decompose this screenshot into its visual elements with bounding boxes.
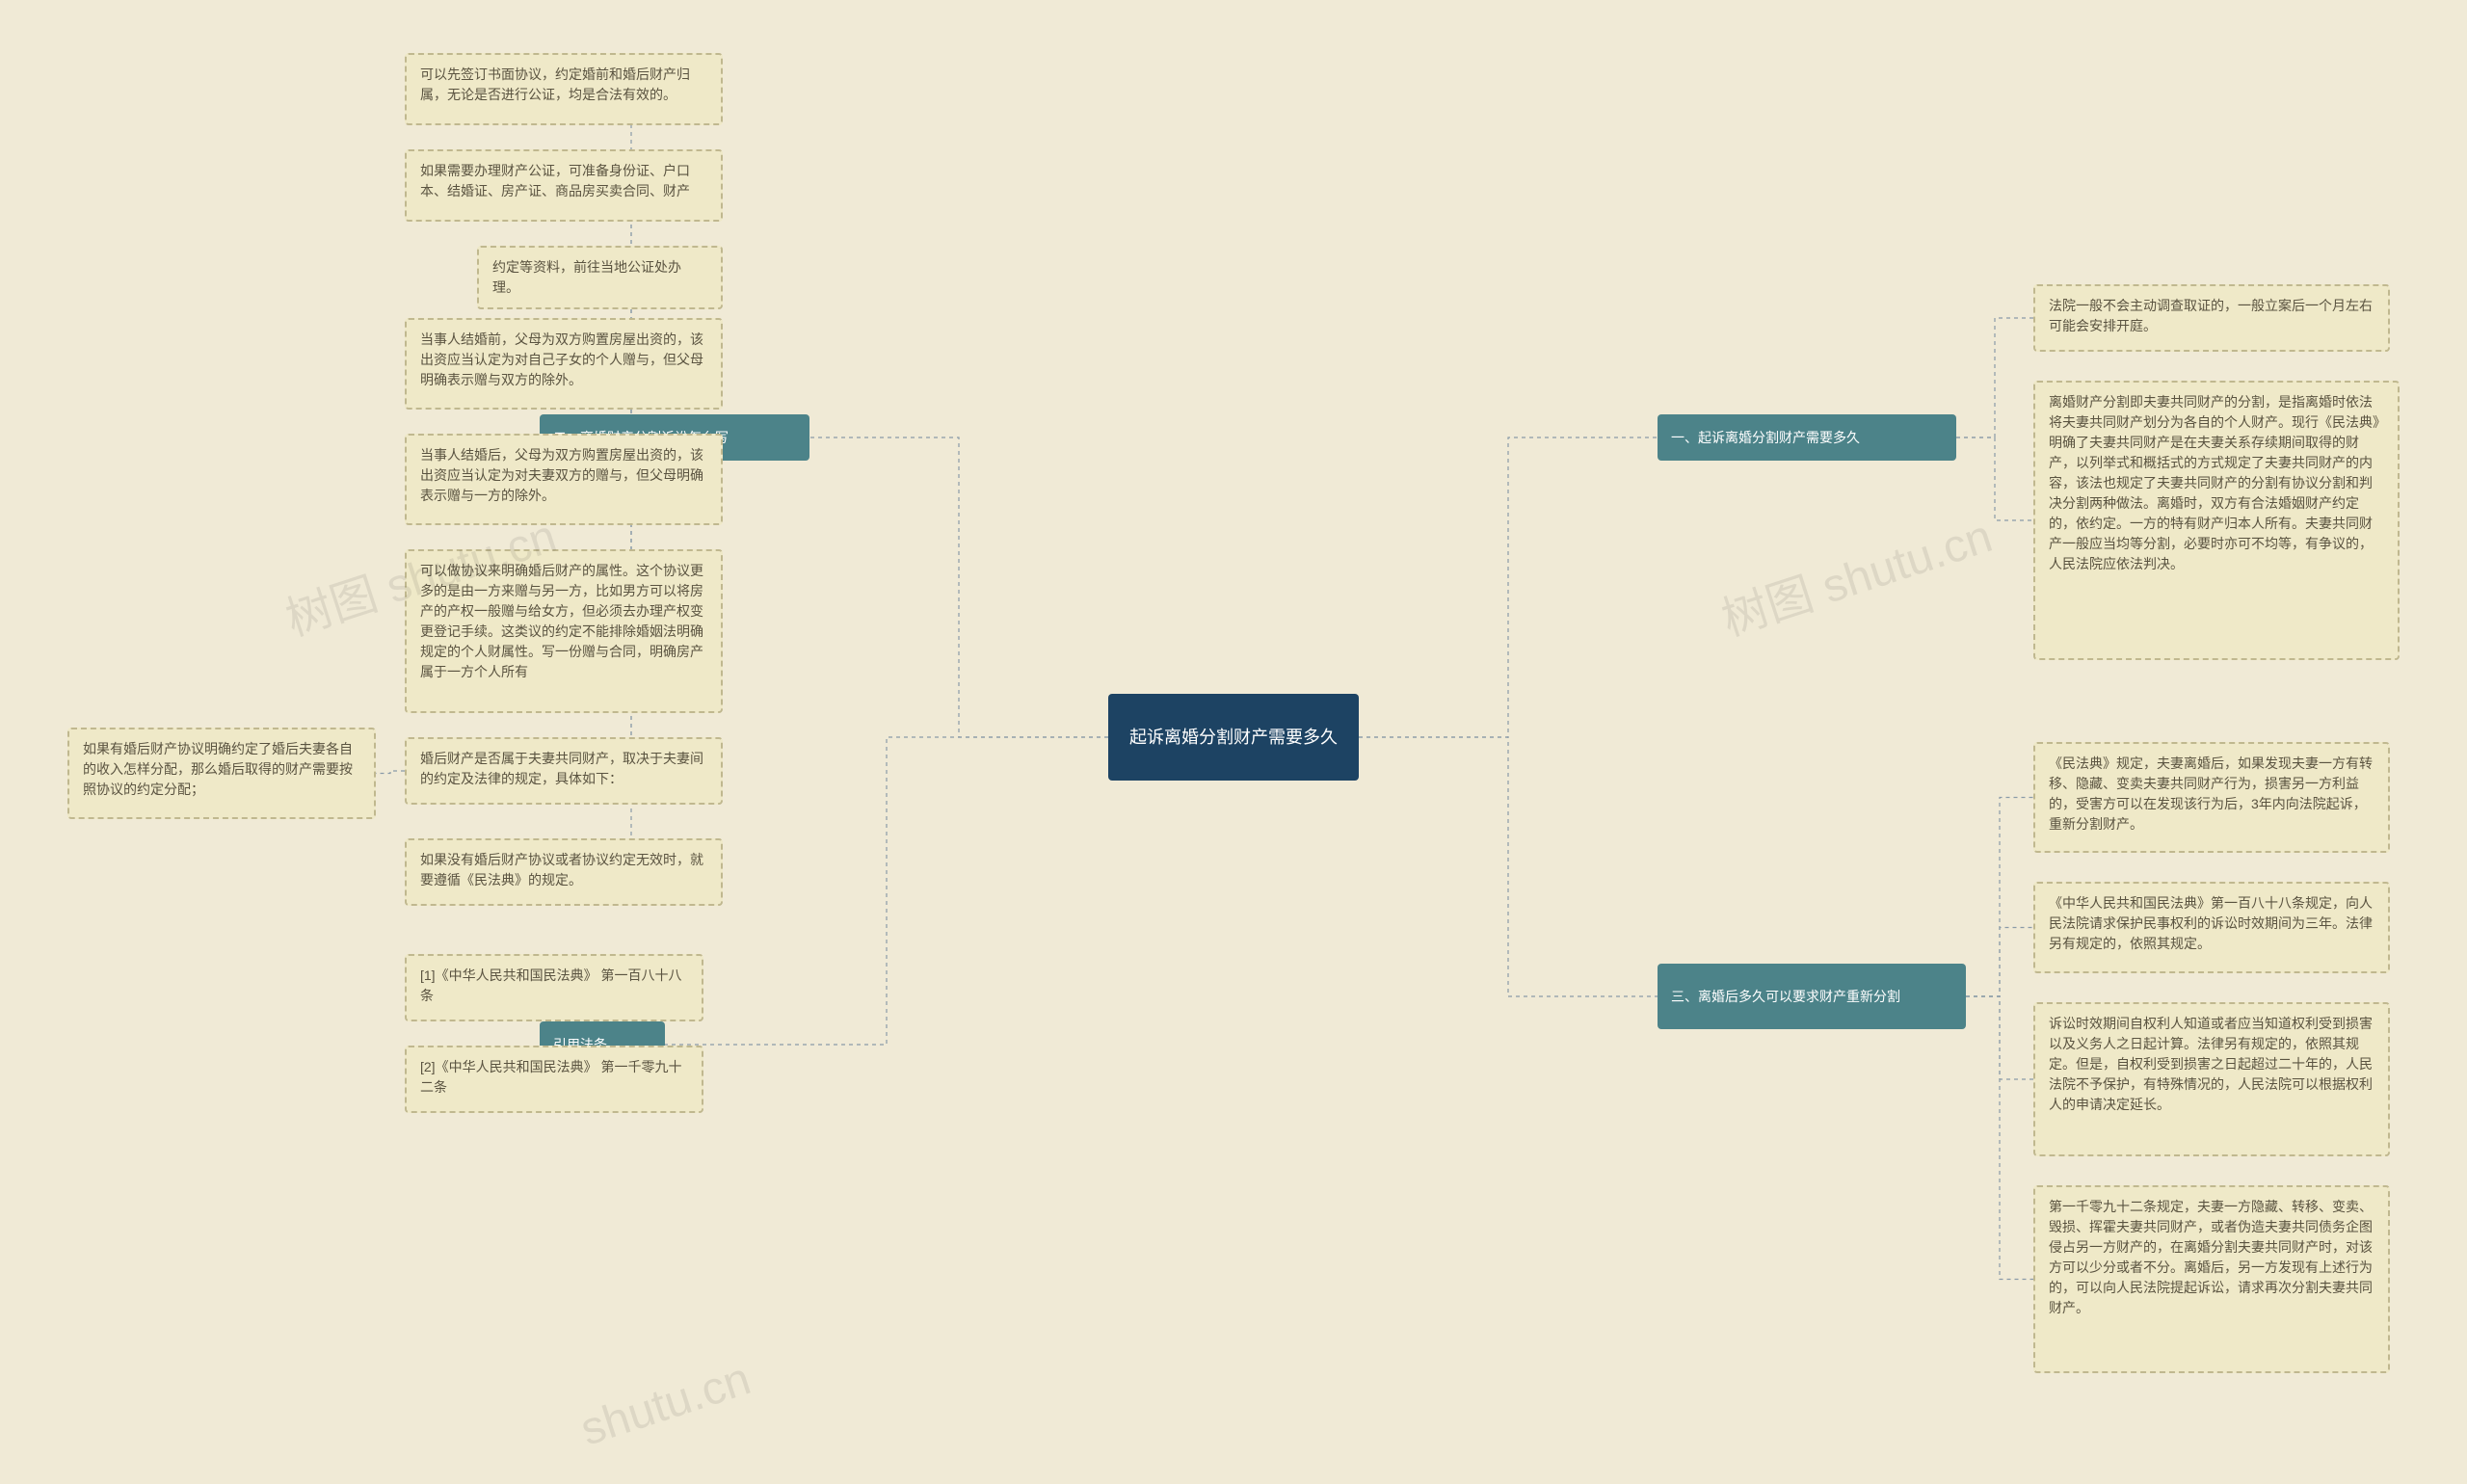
mindmap-canvas: 起诉离婚分割财产需要多久 一、起诉离婚分割财产需要多久三、离婚后多久可以要求财产重… bbox=[0, 0, 2467, 1484]
leaf-b3l2: 《中华人民共和国民法典》第一百八十八条规定，向人民法院请求保护民事权利的诉讼时效… bbox=[2033, 882, 2390, 973]
leaf-b1l1: 法院一般不会主动调查取证的，一般立案后一个月左右可能会安排开庭。 bbox=[2033, 284, 2390, 352]
leaf-b3l4: 第一千零九十二条规定，夫妻一方隐藏、转移、变卖、毁损、挥霍夫妻共同财产，或者伪造… bbox=[2033, 1185, 2390, 1373]
watermark: shutu.cn bbox=[574, 1352, 757, 1456]
leaf-b2l1: 可以先签订书面协议，约定婚前和婚后财产归属，无论是否进行公证，均是合法有效的。 bbox=[405, 53, 723, 125]
root-node: 起诉离婚分割财产需要多久 bbox=[1108, 694, 1359, 781]
branch-b3: 三、离婚后多久可以要求财产重新分割 bbox=[1658, 964, 1966, 1029]
leaf-b2l4: 当事人结婚前，父母为双方购置房屋出资的，该出资应当认定为对自己子女的个人赠与，但… bbox=[405, 318, 723, 410]
branch-b1: 一、起诉离婚分割财产需要多久 bbox=[1658, 414, 1956, 461]
leaf-b2l5: 当事人结婚后，父母为双方购置房屋出资的，该出资应当认定为对夫妻双方的赠与，但父母… bbox=[405, 434, 723, 525]
leaf-b1l2: 离婚财产分割即夫妻共同财产的分割，是指离婚时依法将夫妻共同财产划分为各自的个人财… bbox=[2033, 381, 2400, 660]
leaf-b2l7a: 如果有婚后财产协议明确约定了婚后夫妻各自的收入怎样分配，那么婚后取得的财产需要按… bbox=[67, 728, 376, 819]
leaf-b4l1: [1]《中华人民共和国民法典》 第一百八十八条 bbox=[405, 954, 703, 1021]
watermark: 树图 shutu.cn bbox=[1711, 498, 1999, 649]
leaf-b2l6: 可以做协议来明确婚后财产的属性。这个协议更多的是由一方来赠与另一方，比如男方可以… bbox=[405, 549, 723, 713]
leaf-b2l2: 如果需要办理财产公证，可准备身份证、户口本、结婚证、房产证、商品房买卖合同、财产 bbox=[405, 149, 723, 222]
leaf-b4l2: [2]《中华人民共和国民法典》 第一千零九十二条 bbox=[405, 1046, 703, 1113]
leaf-b3l3: 诉讼时效期间自权利人知道或者应当知道权利受到损害以及义务人之日起计算。法律另有规… bbox=[2033, 1002, 2390, 1156]
leaf-b3l1: 《民法典》规定，夫妻离婚后，如果发现夫妻一方有转移、隐藏、变卖夫妻共同财产行为，… bbox=[2033, 742, 2390, 853]
leaf-b2l7: 婚后财产是否属于夫妻共同财产，取决于夫妻间的约定及法律的规定，具体如下： bbox=[405, 737, 723, 805]
leaf-b2l8: 如果没有婚后财产协议或者协议约定无效时，就要遵循《民法典》的规定。 bbox=[405, 838, 723, 906]
leaf-b2l3: 约定等资料，前往当地公证处办理。 bbox=[477, 246, 723, 309]
